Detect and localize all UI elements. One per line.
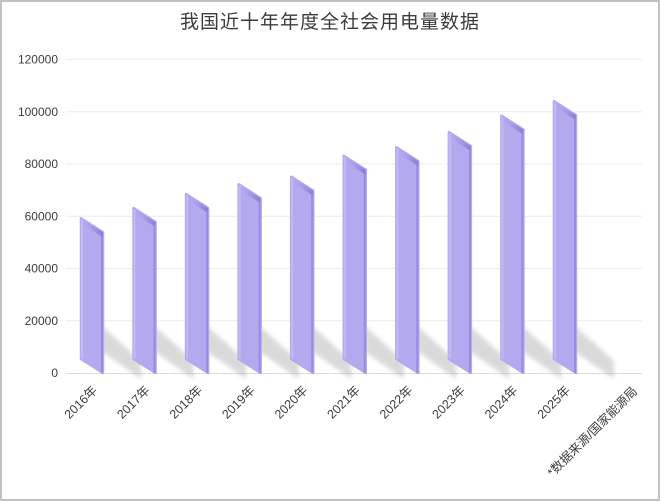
bar-shadow bbox=[573, 325, 614, 379]
bar bbox=[395, 145, 420, 375]
bar-shadow bbox=[468, 325, 509, 379]
x-tick-label: 2016年 bbox=[62, 383, 100, 421]
bar-group bbox=[184, 192, 210, 375]
x-tick-label: 2022年 bbox=[377, 383, 415, 421]
bar-shadow bbox=[153, 325, 194, 379]
x-tick-label: 2025年 bbox=[535, 383, 573, 421]
bar-top-shade bbox=[553, 101, 576, 121]
x-tick-label: 2019年 bbox=[219, 383, 257, 421]
bar-group bbox=[500, 114, 525, 375]
bar-shadow bbox=[101, 325, 141, 379]
bar-group bbox=[342, 154, 367, 375]
bar-group bbox=[289, 175, 315, 375]
bar-group bbox=[395, 145, 420, 375]
bar bbox=[500, 114, 525, 375]
x-tick-label: 2018年 bbox=[167, 383, 205, 421]
x-tick-label: 2020年 bbox=[272, 383, 310, 421]
bar-shadow bbox=[258, 325, 299, 379]
bar-top-shade bbox=[343, 155, 366, 175]
bar-top-shade bbox=[501, 115, 524, 135]
y-tick-label: 0 bbox=[51, 366, 58, 380]
bars bbox=[79, 99, 578, 375]
x-tick-label: 2017年 bbox=[114, 383, 152, 421]
bar bbox=[342, 154, 367, 375]
bar bbox=[552, 99, 578, 375]
bar-top-shade bbox=[81, 218, 103, 238]
chart-title: 我国近十年年度全社会用电量数据 bbox=[179, 12, 480, 33]
y-tick-label: 40000 bbox=[25, 262, 59, 276]
bar-top-shade bbox=[186, 194, 209, 214]
bar bbox=[79, 217, 105, 375]
bar-shadow bbox=[363, 325, 404, 379]
x-axis-labels: 2016年 2017年 2018年 2019年 2020年 2021年 2022年 2023年… bbox=[62, 383, 573, 421]
y-tick-label: 100000 bbox=[18, 105, 58, 119]
bar-group bbox=[447, 130, 473, 375]
bar-top-shade bbox=[291, 176, 314, 196]
bar-group bbox=[552, 99, 578, 375]
bar bbox=[447, 130, 473, 375]
y-tick-label: 120000 bbox=[18, 53, 58, 67]
bar bbox=[237, 182, 262, 375]
bar-shadows bbox=[101, 325, 614, 379]
bar-top-shade bbox=[396, 147, 419, 167]
bar bbox=[289, 175, 315, 375]
y-axis-labels: 0 20000 40000 60000 80000 100000 120000 bbox=[18, 53, 58, 381]
bar-group bbox=[79, 217, 105, 375]
bar-shadow bbox=[311, 325, 352, 379]
bar-group bbox=[237, 182, 262, 375]
y-tick-label: 20000 bbox=[25, 314, 59, 328]
bar-shadow bbox=[206, 325, 247, 379]
x-tick-label: 2024年 bbox=[482, 383, 520, 421]
bar bbox=[132, 206, 157, 375]
bar-top-shade bbox=[238, 184, 261, 204]
bar-top-shade bbox=[133, 208, 156, 228]
y-tick-label: 60000 bbox=[25, 209, 59, 223]
y-tick-label: 80000 bbox=[25, 157, 59, 171]
bar-group bbox=[132, 206, 157, 375]
bar-shadow bbox=[416, 325, 457, 379]
x-tick-label: 2023年 bbox=[430, 383, 468, 421]
bar-top-shade bbox=[448, 132, 471, 152]
bar-shadow bbox=[521, 325, 562, 379]
bar bbox=[184, 192, 210, 375]
x-tick-label: 2021年 bbox=[325, 383, 363, 421]
